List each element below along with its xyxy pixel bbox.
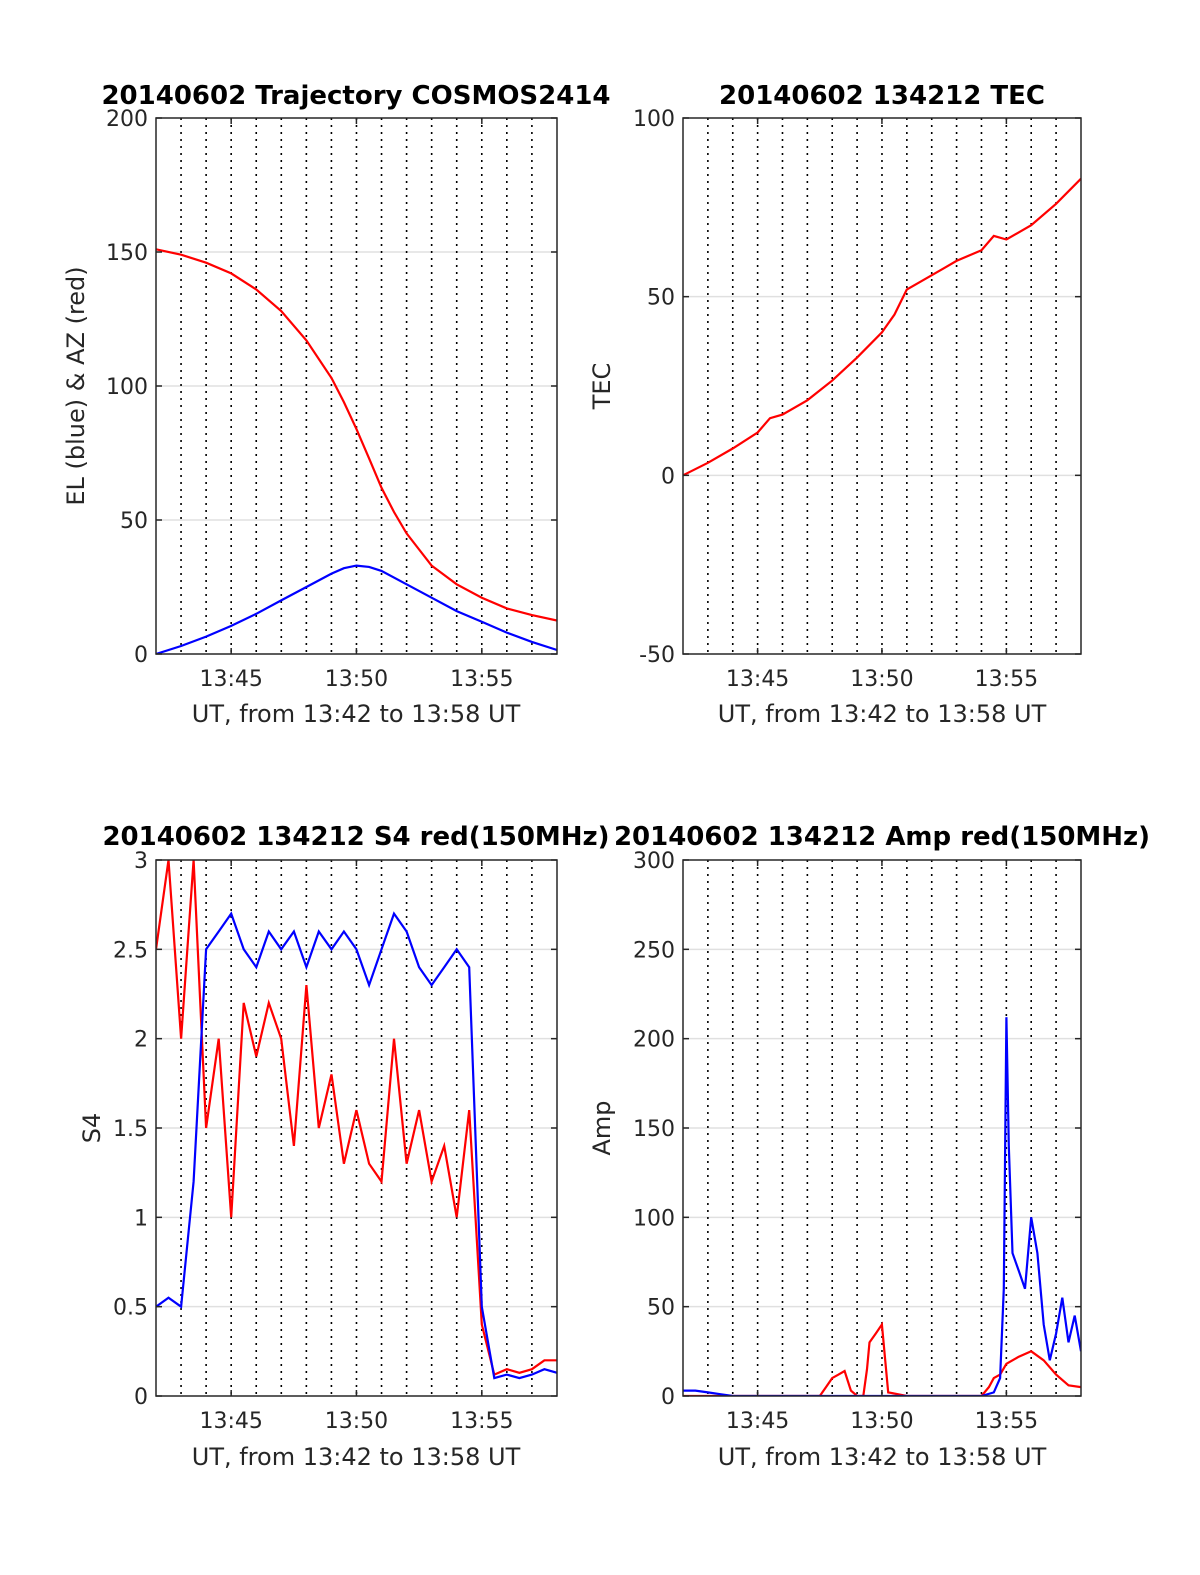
tec-chart: -50 0 50 100 13:45 13:50 13:55 20140602 134212… — [588, 81, 1082, 728]
x-tick-label: 13:50 — [325, 1409, 388, 1434]
y-axis-label: S4 — [78, 1113, 106, 1144]
y-tick-label: 50 — [120, 509, 148, 534]
x-tick-label: 13:45 — [726, 667, 789, 692]
x-tick-label: 13:45 — [726, 1409, 789, 1434]
series-line-red — [683, 177, 1081, 477]
x-axis-label: UT, from 13:42 to 13:58 UT — [718, 700, 1047, 728]
x-tick-label: 13:45 — [199, 1409, 262, 1434]
y-tick-label: 1.5 — [113, 1117, 148, 1142]
trajectory-chart: 0 50 100 150 200 13:45 13:50 13:55 20140602 Tra… — [62, 81, 611, 728]
y-tick-label: 50 — [647, 286, 675, 311]
plot-area: 0 0.5 1 1.5 2 2.5 3 13:45 13:50 13:55 — [113, 849, 558, 1434]
y-tick-label: 100 — [106, 375, 148, 400]
y-tick-label: 100 — [633, 1206, 675, 1231]
y-tick-label: 0 — [134, 1385, 148, 1410]
amp-chart: 0 50 100 150 200 250 300 13:45 13:50 13:55 201406… — [588, 822, 1150, 1471]
y-tick-label: 200 — [633, 1028, 675, 1053]
x-axis-label: UT, from 13:42 to 13:58 UT — [718, 1443, 1047, 1471]
y-tick-label: 300 — [633, 849, 675, 874]
series-line-blue — [156, 911, 557, 1380]
x-tick-label: 13:50 — [325, 667, 388, 692]
x-tick-label: 13:55 — [975, 1409, 1038, 1434]
y-tick-label: 0 — [661, 464, 675, 489]
chart-title: 20140602 Trajectory COSMOS2414 — [101, 81, 610, 111]
y-axis-label: EL (blue) & AZ (red) — [62, 266, 90, 505]
x-tick-label: 13:55 — [975, 667, 1038, 692]
plot-area: 0 50 100 150 200 13:45 13:50 13:55 — [106, 107, 558, 692]
x-tick-label: 13:50 — [850, 667, 913, 692]
y-tick-label: 3 — [134, 849, 148, 874]
series-line-blue — [156, 564, 557, 654]
chart-title: 20140602 134212 Amp red(150MHz) — [614, 822, 1150, 852]
y-tick-label: 0.5 — [113, 1296, 148, 1321]
y-tick-label: 150 — [633, 1117, 675, 1142]
series-line-red — [156, 248, 557, 622]
y-tick-label: -50 — [639, 643, 675, 668]
plot-area: -50 0 50 100 13:45 13:50 13:55 — [633, 107, 1082, 692]
y-tick-label: 1 — [134, 1206, 148, 1231]
y-tick-label: 250 — [633, 938, 675, 963]
y-tick-label: 2.5 — [113, 938, 148, 963]
series-line-blue — [683, 1017, 1081, 1396]
y-tick-label: 100 — [633, 107, 675, 132]
y-tick-label: 2 — [134, 1028, 148, 1053]
series-line-red — [683, 1321, 1081, 1396]
x-tick-label: 13:45 — [199, 667, 262, 692]
x-axis-label: UT, from 13:42 to 13:58 UT — [192, 700, 521, 728]
y-tick-label: 150 — [106, 241, 148, 266]
x-tick-label: 13:50 — [850, 1409, 913, 1434]
s4-chart: 0 0.5 1 1.5 2 2.5 3 13:45 13:50 13:55 20140602 13… — [78, 822, 610, 1471]
y-tick-label: 0 — [661, 1385, 675, 1410]
chart-title: 20140602 134212 S4 red(150MHz) — [102, 822, 609, 852]
plot-area: 0 50 100 150 200 250 300 13:45 13:50 13:55 — [633, 849, 1082, 1434]
y-tick-label: 200 — [106, 107, 148, 132]
x-axis-label: UT, from 13:42 to 13:58 UT — [192, 1443, 521, 1471]
x-tick-label: 13:55 — [450, 667, 513, 692]
y-tick-label: 50 — [647, 1296, 675, 1321]
y-axis-label: Amp — [588, 1100, 616, 1155]
x-tick-label: 13:55 — [450, 1409, 513, 1434]
y-tick-label: 0 — [134, 643, 148, 668]
y-axis-label: TEC — [588, 363, 616, 411]
chart-title: 20140602 134212 TEC — [719, 81, 1045, 111]
